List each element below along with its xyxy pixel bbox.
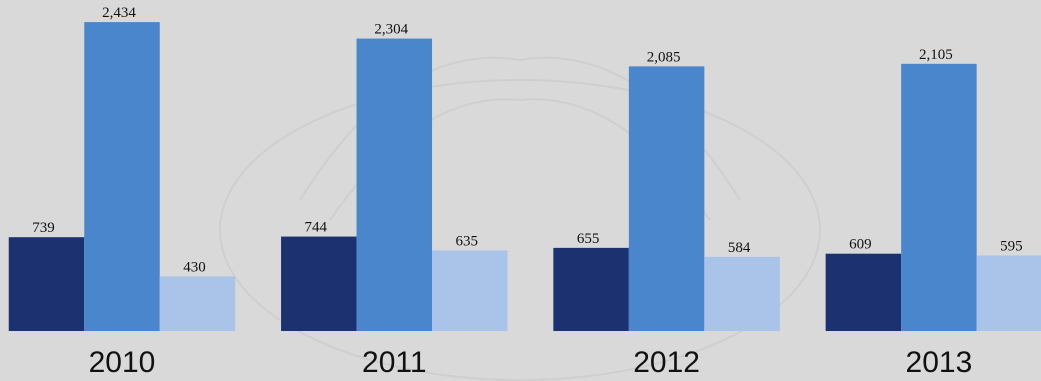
bar — [281, 236, 357, 331]
value-label: 595 — [1000, 238, 1023, 254]
bar — [976, 255, 1041, 331]
value-label: 2,434 — [102, 5, 136, 21]
bar — [901, 63, 977, 331]
value-label: 635 — [456, 233, 479, 249]
bar — [84, 22, 160, 331]
bar — [825, 253, 902, 331]
value-label: 655 — [577, 231, 600, 247]
bar — [704, 256, 780, 331]
x-tick-label: 2011 — [362, 346, 427, 379]
x-tick-label: 2013 — [906, 346, 973, 379]
bar — [356, 38, 433, 332]
x-tick-label: 2010 — [89, 346, 156, 379]
bar — [8, 237, 85, 331]
value-label: 430 — [183, 259, 206, 275]
value-label: 609 — [849, 237, 872, 253]
value-label: 2,085 — [647, 49, 681, 65]
bar — [553, 247, 629, 331]
value-label: 584 — [728, 240, 751, 256]
bar — [628, 66, 705, 331]
x-tick-label: 2012 — [633, 346, 700, 379]
value-label: 2,105 — [919, 47, 953, 63]
value-label: 2,304 — [374, 22, 408, 38]
bar — [432, 250, 508, 331]
value-label: 739 — [32, 220, 55, 236]
plot: 2010 739 2,434 430 2011 744 2,304 635 2012 655 2,0… — [8, 5, 1041, 379]
bar — [159, 276, 236, 331]
value-label: 744 — [305, 220, 328, 236]
